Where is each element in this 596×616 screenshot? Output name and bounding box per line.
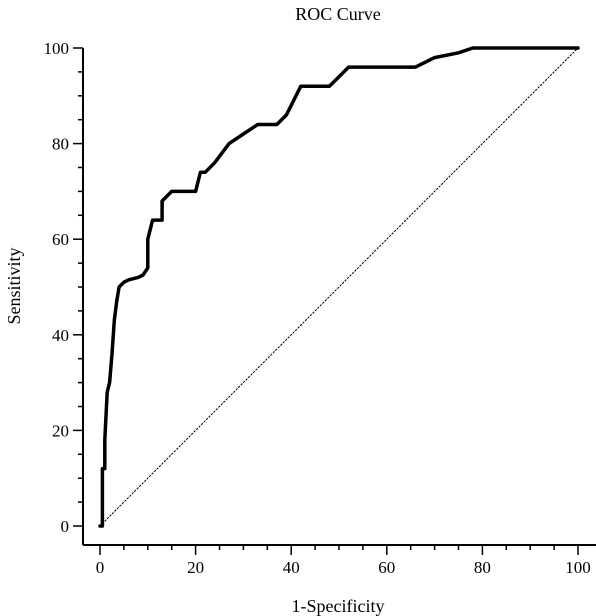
x-tick-label: 20: [187, 558, 204, 577]
y-tick-label: 40: [52, 326, 69, 345]
x-tick-label: 40: [283, 558, 300, 577]
x-tick-label: 100: [565, 558, 591, 577]
x-tick-label: 80: [474, 558, 491, 577]
y-tick-label: 20: [52, 421, 69, 440]
x-tick-label: 0: [96, 558, 105, 577]
axes: [82, 48, 596, 546]
x-tick-label: 60: [378, 558, 395, 577]
x-axis-label: 1-Specificity: [292, 596, 385, 616]
ticks: 0 20 40 60 80 100 0 20 40 60 80 100: [44, 39, 591, 577]
y-axis-label: Sensitivity: [4, 247, 24, 324]
y-tick-label: 80: [52, 135, 69, 154]
series-layer: [98, 46, 580, 528]
y-tick-label: 0: [61, 517, 70, 536]
y-tick-label: 60: [52, 230, 69, 249]
y-tick-label: 100: [44, 39, 70, 58]
chart-title: ROC Curve: [295, 4, 381, 24]
roc-curve-line: [98, 46, 580, 528]
reference-diagonal-line: [99, 47, 579, 527]
